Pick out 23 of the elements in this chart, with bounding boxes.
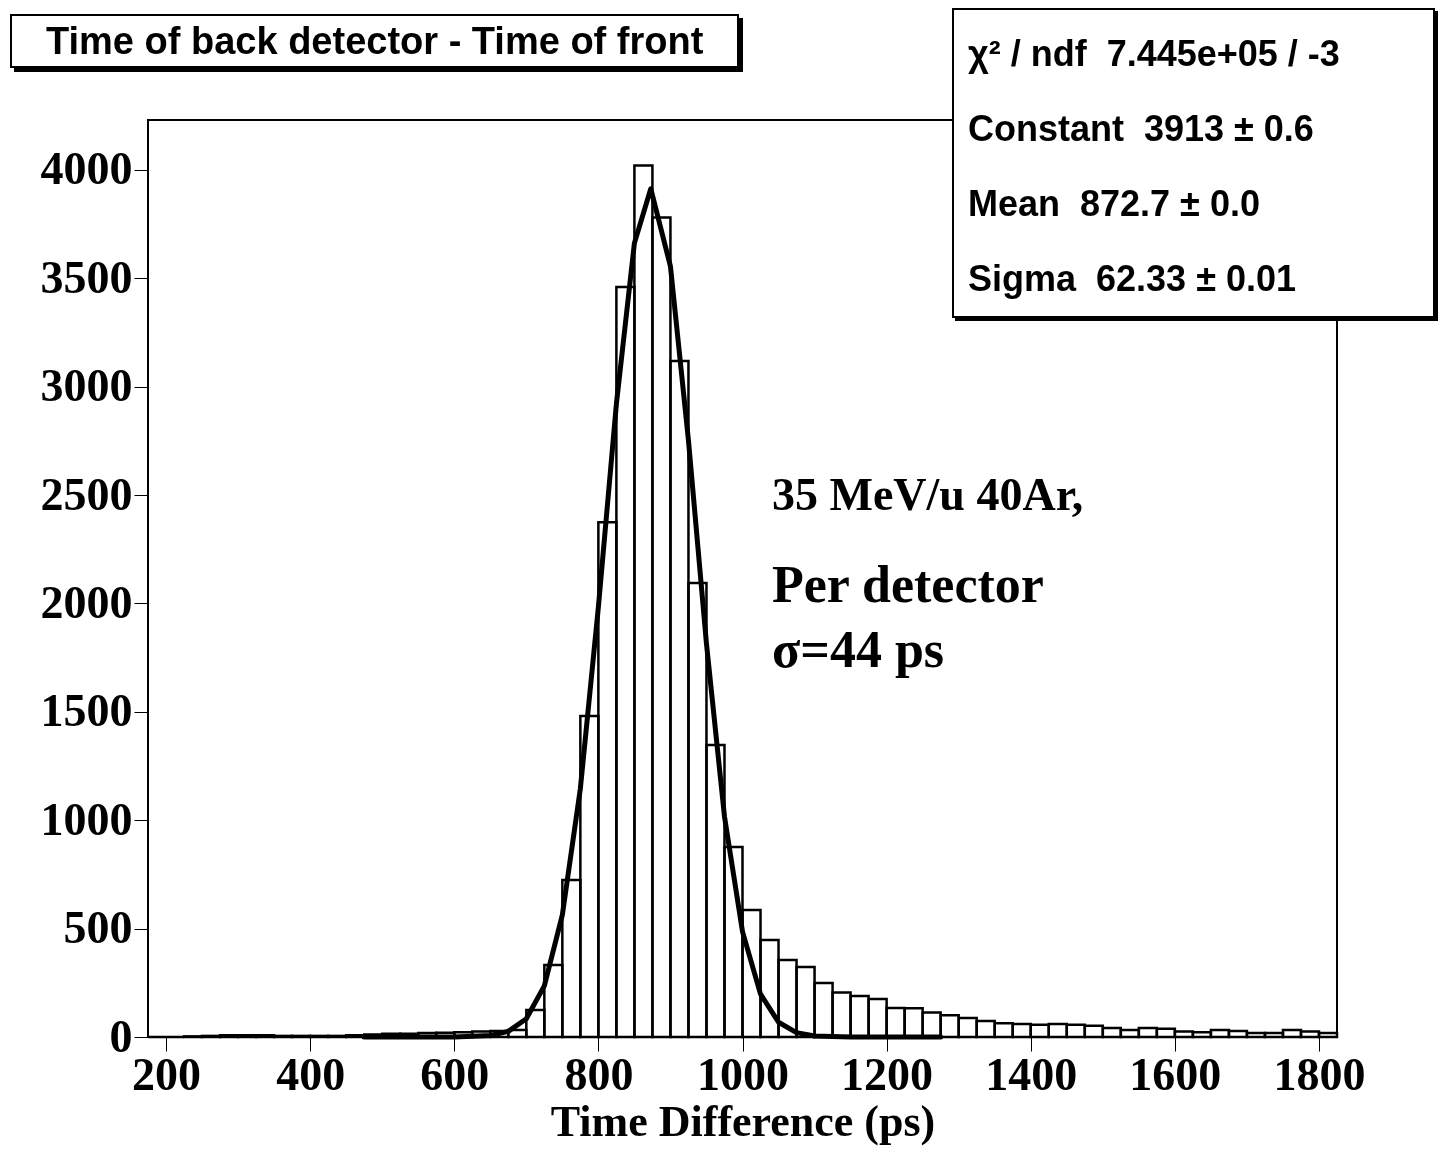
x-tick-label: 1800 <box>1273 1048 1366 1100</box>
x-tick-label: 1600 <box>1129 1048 1222 1100</box>
y-tick-label: 0 <box>109 1010 133 1062</box>
y-tick-label: 3000 <box>40 360 133 412</box>
annotation: Sigma 62.33 ± 0.01 <box>968 257 1297 301</box>
y-tick-label: 2500 <box>40 468 133 520</box>
y-tick-label: 4000 <box>40 143 133 195</box>
annotation: Mean 872.7 ± 0.0 <box>968 182 1261 226</box>
y-tick-label: 2000 <box>40 576 133 628</box>
annotation: Per detector <box>772 555 1044 614</box>
y-tick-label: 3500 <box>40 251 133 303</box>
x-tick-label: 400 <box>276 1048 346 1100</box>
chart-title: Time of back detector - Time of front <box>10 14 740 68</box>
x-tick-label: 600 <box>420 1048 490 1100</box>
x-tick-label: 1400 <box>985 1048 1078 1100</box>
text: χ² / ndf 7.445e+05 / -3 <box>968 32 1341 76</box>
annotation: Constant 3913 ± 0.6 <box>968 107 1315 151</box>
x-tick-label: 200 <box>132 1048 202 1100</box>
annotation: σ=44 ps <box>772 620 945 679</box>
y-tick-label: 1500 <box>40 685 133 737</box>
y-tick-label: 1000 <box>40 793 133 845</box>
annotation: 35 MeV/u 40Ar, <box>772 468 1084 521</box>
y-tick-label: 500 <box>63 902 133 954</box>
